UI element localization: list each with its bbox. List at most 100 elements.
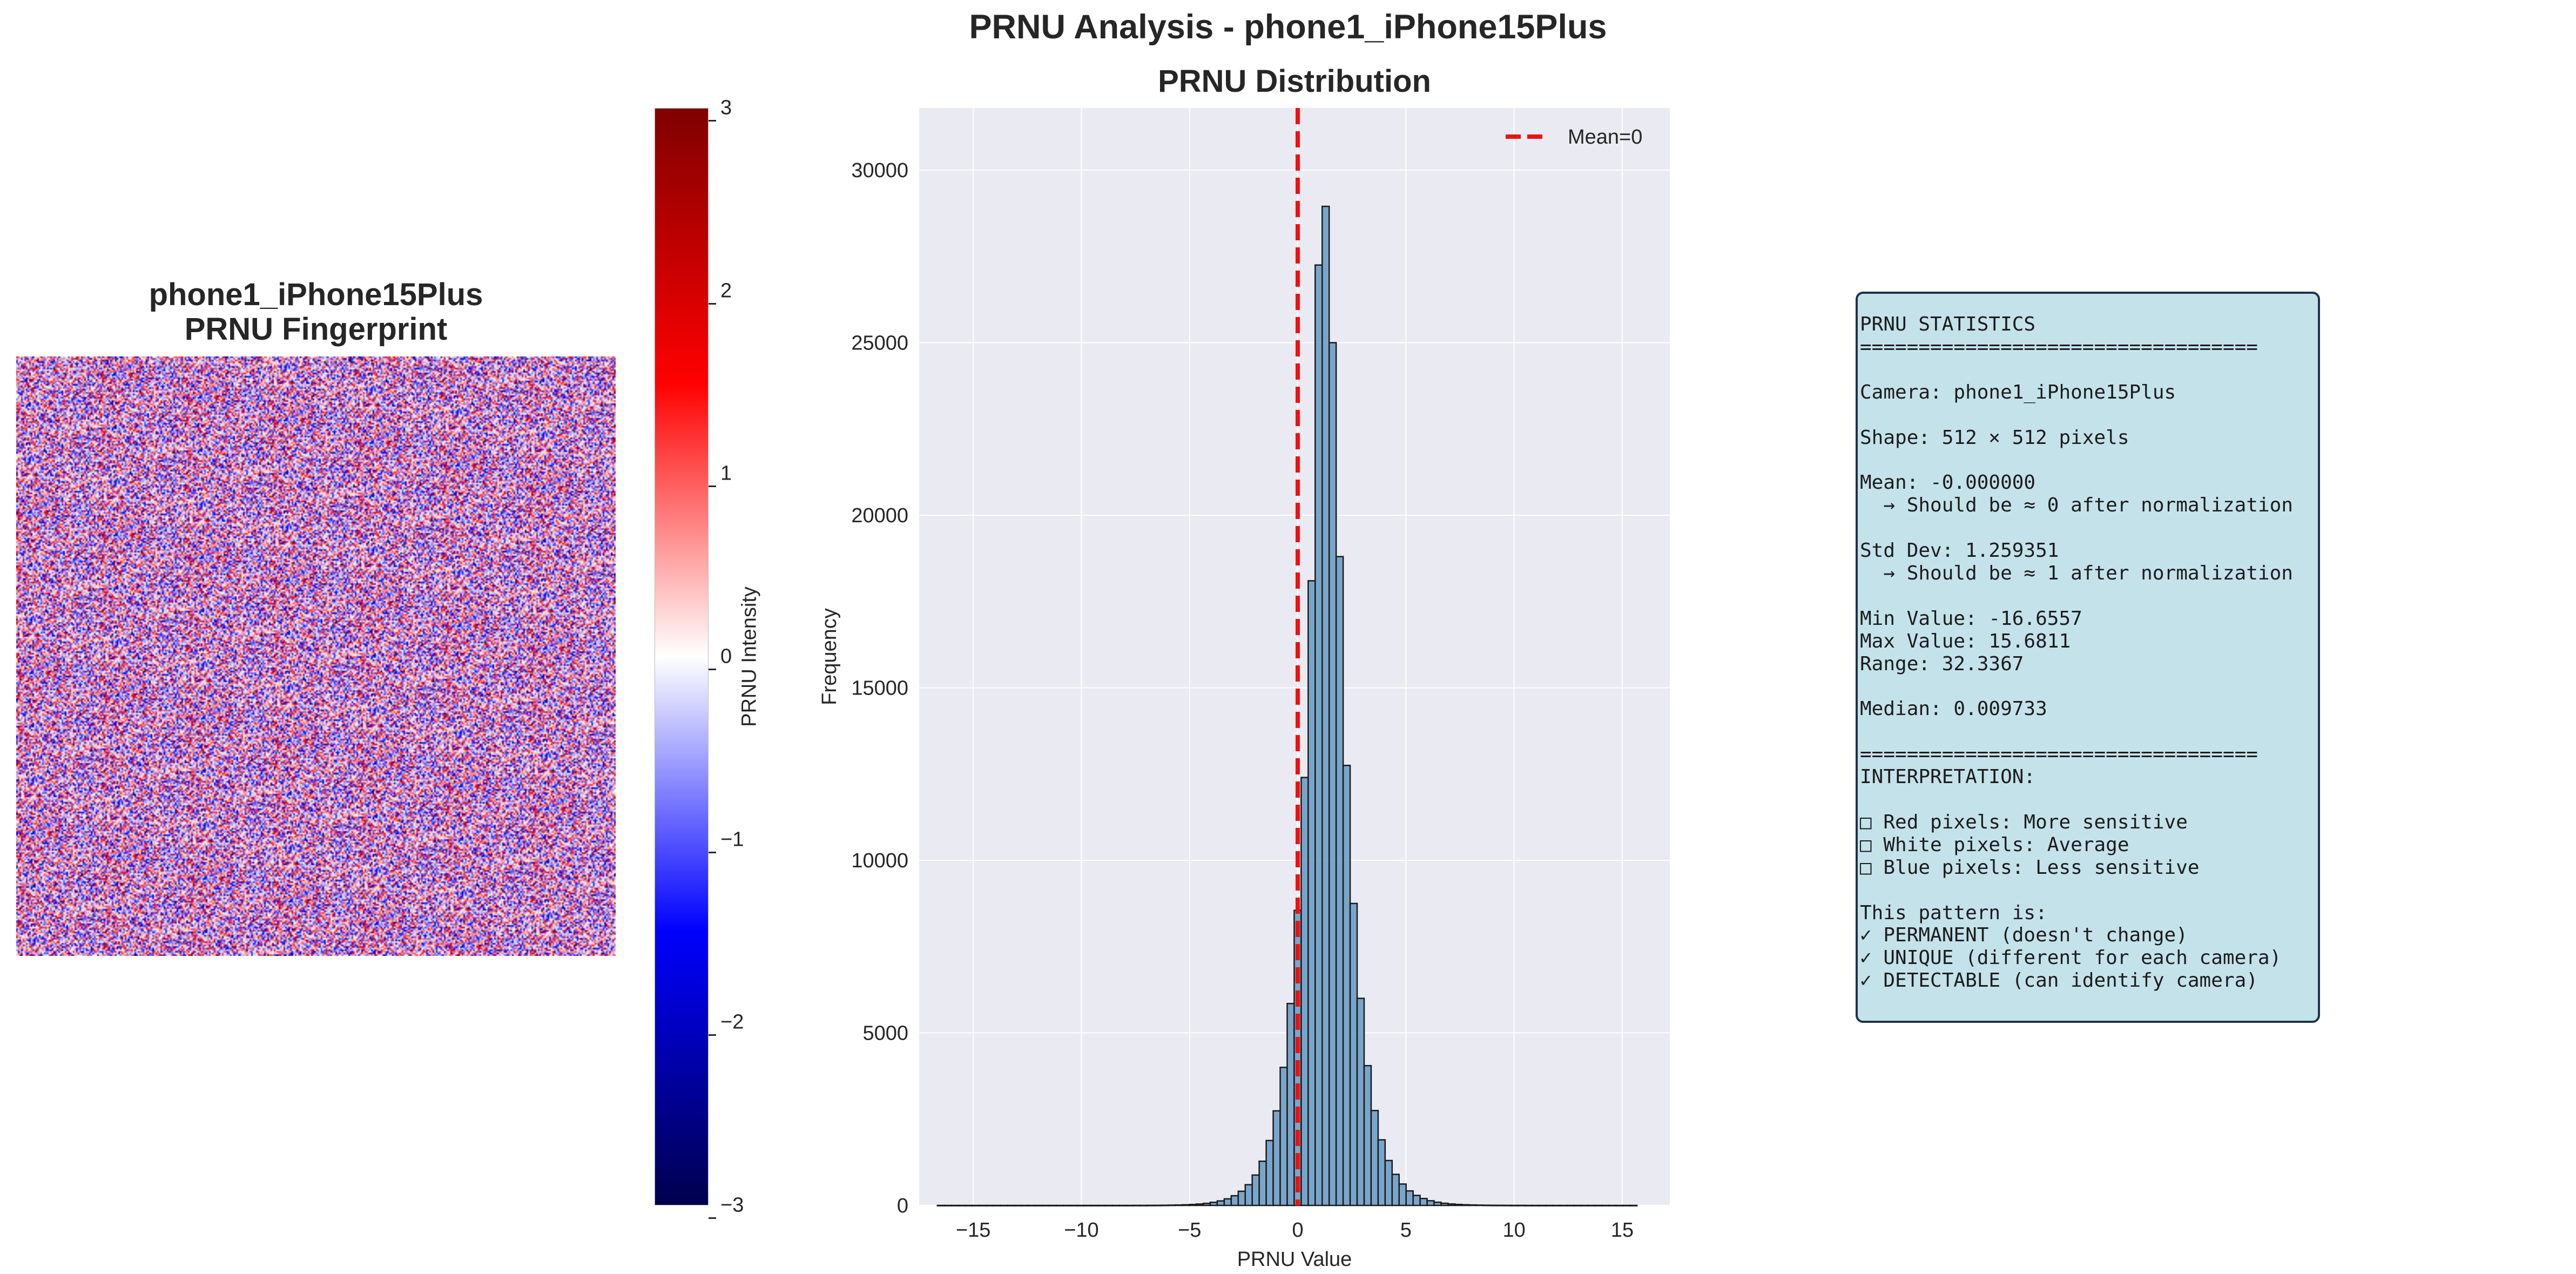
histogram-bar — [1384, 1160, 1393, 1206]
histogram-bar — [1300, 777, 1309, 1206]
histogram-bar — [1517, 1204, 1526, 1206]
histogram-bar — [1104, 1204, 1113, 1206]
histogram-bar — [965, 1204, 973, 1206]
histogram-bar — [1587, 1204, 1596, 1206]
histogram-bar — [1132, 1204, 1141, 1206]
histogram-bar — [1014, 1204, 1022, 1206]
histogram-bar — [1594, 1204, 1603, 1206]
histogram-bar — [979, 1204, 987, 1206]
histogram-bar — [1440, 1202, 1449, 1206]
histogram-bar — [1398, 1183, 1407, 1206]
histogram-bar — [1195, 1203, 1204, 1206]
histogram-bar — [1062, 1204, 1071, 1206]
histogram-bar — [1111, 1204, 1120, 1206]
histogram-bar — [1335, 556, 1344, 1206]
y-tick-label: 5000 — [862, 1022, 908, 1045]
colorbar-tick: −3 — [709, 1194, 744, 1229]
histogram-bar — [1377, 1139, 1386, 1206]
y-tick-label: 0 — [897, 1195, 908, 1217]
histogram-bar — [1279, 1067, 1288, 1206]
histogram-bar — [1363, 1064, 1372, 1206]
histogram-bar — [1027, 1204, 1036, 1206]
histogram-bar — [1118, 1204, 1127, 1206]
histogram-bar — [972, 1204, 980, 1206]
histogram-bar — [1419, 1197, 1428, 1206]
histogram-bar — [1272, 1110, 1281, 1206]
colorbar-tick: 2 — [709, 280, 732, 314]
histogram-bar — [1356, 997, 1365, 1206]
y-tick-label: 25000 — [851, 332, 908, 355]
histogram-bar — [1349, 902, 1358, 1206]
histogram-bar — [1405, 1190, 1414, 1206]
histogram-bar — [1055, 1204, 1064, 1206]
histogram-bar — [1209, 1201, 1218, 1206]
histogram-bar — [1007, 1204, 1015, 1206]
histogram-bar — [1314, 264, 1323, 1206]
histogram-bar — [1090, 1204, 1099, 1206]
fingerprint-title-camera: phone1_iPhone15Plus — [149, 277, 483, 312]
colorbar-tick: −2 — [709, 1011, 744, 1046]
x-tick-label: 15 — [1611, 1219, 1634, 1242]
histogram-bar — [1223, 1198, 1232, 1206]
histogram-bar — [1286, 1002, 1295, 1206]
histogram-bar — [1454, 1203, 1463, 1206]
x-tick-label: −15 — [956, 1219, 990, 1242]
x-tick-label: 0 — [1292, 1219, 1303, 1242]
histogram-bar — [1342, 765, 1351, 1206]
histogram-bar — [1447, 1203, 1456, 1206]
histogram-bar — [1615, 1204, 1624, 1206]
histogram-bar — [1524, 1204, 1533, 1206]
histogram-bar — [986, 1204, 994, 1206]
histogram-bar — [1321, 205, 1330, 1206]
histogram-bar — [1139, 1204, 1148, 1206]
histogram-bar — [1489, 1204, 1498, 1206]
histogram-bar — [993, 1204, 1001, 1206]
x-tick-label: −10 — [1064, 1219, 1098, 1242]
histogram-bar — [1559, 1204, 1568, 1206]
histogram-bar — [1230, 1195, 1239, 1206]
x-tick-label: −5 — [1178, 1219, 1201, 1242]
y-tick-label: 20000 — [851, 504, 908, 527]
histogram-bar — [1328, 342, 1337, 1206]
y-tick-label: 15000 — [851, 677, 908, 700]
y-tick-label: 10000 — [851, 850, 908, 872]
histogram-bar — [1251, 1174, 1260, 1206]
histogram-bar — [1307, 580, 1316, 1206]
histogram-bar — [1580, 1204, 1589, 1206]
histogram-bar — [950, 1204, 959, 1206]
histogram-bar — [936, 1204, 946, 1206]
histogram-bar — [1531, 1204, 1540, 1206]
legend-mean-line-label: Mean=0 — [1568, 126, 1642, 149]
histogram-bar — [1069, 1204, 1078, 1206]
histogram-bar — [1202, 1202, 1211, 1206]
histogram-bar — [1545, 1204, 1554, 1206]
histogram-bar — [1161, 1204, 1169, 1206]
chart-title: PRNU Distribution — [1158, 64, 1431, 99]
histogram-bar — [1154, 1204, 1162, 1206]
histogram-bar — [957, 1204, 966, 1206]
x-tick-label: 10 — [1502, 1219, 1525, 1242]
histogram-bar — [1510, 1204, 1519, 1206]
histogram-bar — [1391, 1174, 1400, 1206]
histogram-bar — [1370, 1110, 1379, 1206]
x-axis-label: PRNU Value — [1237, 1248, 1352, 1271]
y-tick-label: 30000 — [851, 159, 908, 182]
y-axis-label: Frequency — [818, 608, 841, 705]
histogram-bar — [1258, 1160, 1267, 1206]
histogram-bar — [1482, 1204, 1491, 1206]
histogram-bar — [1622, 1204, 1631, 1206]
histogram-bar — [1034, 1204, 1043, 1206]
histogram-bar — [1244, 1184, 1253, 1206]
histogram-bar — [1097, 1204, 1106, 1206]
histogram-bar — [1083, 1204, 1093, 1206]
histogram-bar — [1265, 1140, 1274, 1206]
histogram-bar — [1412, 1195, 1421, 1206]
statistics-box — [1856, 292, 2320, 1023]
histogram-bar — [1566, 1204, 1575, 1206]
histogram-bar — [1496, 1204, 1505, 1206]
histogram-bar — [1573, 1204, 1582, 1206]
statistics-text: PRNU STATISTICS ========================… — [1860, 313, 2293, 992]
histogram-bar — [1048, 1204, 1057, 1206]
histogram-bar — [1426, 1200, 1435, 1206]
colorbar-tick: 3 — [709, 97, 732, 131]
